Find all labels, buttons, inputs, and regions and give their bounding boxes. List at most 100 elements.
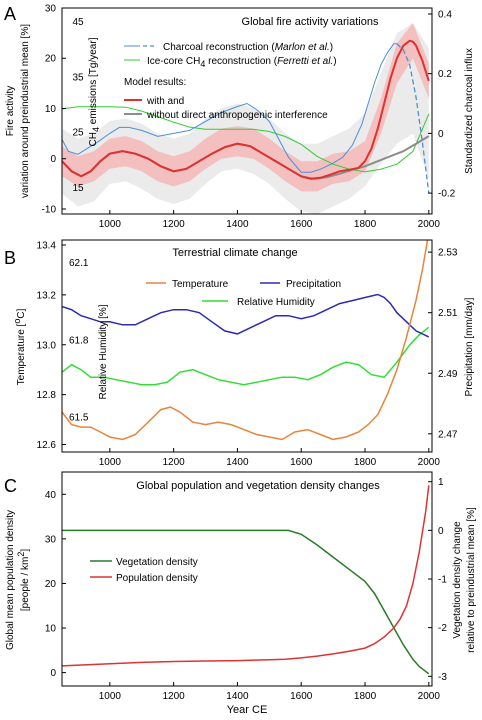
x-tick-label: 1000 xyxy=(99,457,122,468)
panel-c-ylabel-line1: Global mean population density xyxy=(5,510,16,650)
panel-b-letter: B xyxy=(4,248,16,268)
series-with-line xyxy=(61,39,430,180)
panel-b-series xyxy=(62,240,430,441)
x-tick-label: 2000 xyxy=(418,691,441,702)
panel-a-legend: Charcoal reconstruction (Marlon et al.) … xyxy=(124,42,337,121)
x-tick-label: 2000 xyxy=(418,457,441,468)
y-tick-label: 0 xyxy=(50,668,56,679)
panel-c-y2-ticks: -3 -2 -1 0 1 xyxy=(428,477,447,683)
legend-charcoal-label: Charcoal reconstruction (Marlon et al.) xyxy=(163,42,333,53)
panel-c-y2label-line1: Vegetation density change xyxy=(452,521,463,639)
x-tick-label: 1600 xyxy=(290,691,313,702)
y2-tick-label: 2.51 xyxy=(438,308,458,319)
panel-c-y2label-line2: relative to preindustrial mean [%] xyxy=(466,507,477,653)
panel-b-frame xyxy=(61,239,433,453)
y2-tick-label: 2.47 xyxy=(438,429,458,440)
x-tick-label: 1800 xyxy=(354,691,377,702)
legend-with-label: with and xyxy=(146,96,184,107)
panel-b-legend: Temperature Precipitation Relative Humid… xyxy=(146,279,341,308)
x-tick-label: 1400 xyxy=(226,457,249,468)
panel-a-y-ticks: -10 0 10 20 30 xyxy=(42,4,66,215)
x-tick-label: 1200 xyxy=(163,219,186,230)
y2-tick-label: 0 xyxy=(438,129,444,140)
legend-temperature-label: Temperature xyxy=(172,279,229,290)
y-tick-label: 13.0 xyxy=(37,340,57,351)
panel-c-xlabel: Year CE xyxy=(227,704,268,716)
y2-tick-label: 2.53 xyxy=(438,248,458,259)
legend-vegetation-label: Vegetation density xyxy=(116,557,198,568)
y2-tick-label: 0 xyxy=(438,526,444,537)
panel-b-humidity-ticks: 62.1 61.8 61.5 xyxy=(69,258,89,424)
panel-b-ylabel: Temperature [oC] xyxy=(12,308,27,385)
humidity-tick-label: 61.5 xyxy=(69,413,89,424)
panel-a-series xyxy=(61,39,430,194)
series-ch4-line xyxy=(61,106,430,173)
ch4-tick-label: 15 xyxy=(72,183,84,194)
panel-c-y-ticks: 0 10 20 30 40 xyxy=(45,490,66,679)
y-tick-label: 10 xyxy=(45,624,57,635)
series-population-line xyxy=(61,485,430,667)
series-charcoal-line xyxy=(61,43,397,173)
x-tick-label: 2000 xyxy=(418,219,441,230)
x-tick-label: 1800 xyxy=(354,457,377,468)
panel-c-x-ticks: 1000 1200 1400 1600 1800 2000 xyxy=(99,682,441,702)
y-tick-label: 12.8 xyxy=(37,390,57,401)
legend-humidity-label: Relative Humidity xyxy=(237,297,315,308)
panel-b-y-ticks: 12.6 12.8 13.0 13.2 13.4 xyxy=(37,240,66,451)
panel-b-humidity-label: Relative Humidity [%] xyxy=(98,304,109,399)
panel-c-ylabel-line2: [people / km2] xyxy=(16,549,31,612)
y2-tick-label: -1 xyxy=(438,575,447,586)
panel-a-x-ticks: 1000 1200 1400 1600 1800 2000 xyxy=(99,210,441,230)
series-precipitation-line xyxy=(62,293,430,338)
humidity-tick-label: 62.1 xyxy=(69,258,89,269)
series-humidity-line xyxy=(62,326,430,386)
x-tick-label: 1600 xyxy=(290,457,313,468)
panel-c-title: Global population and vegetation density… xyxy=(136,480,380,492)
y2-tick-label: -3 xyxy=(438,672,447,683)
legend-ch4-label: Ice-core CH4 reconstruction (Ferretti et… xyxy=(147,56,337,69)
panel-a-title: Global fire activity variations xyxy=(242,16,379,28)
y2-tick-label: 0.2 xyxy=(438,69,452,80)
panel-a-ylabel-line2: variation around preindustrial mean [%] xyxy=(20,24,31,198)
y-tick-label: 30 xyxy=(45,534,57,545)
x-tick-label: 1000 xyxy=(99,219,122,230)
x-tick-label: 1600 xyxy=(290,219,313,230)
y2-tick-label: -2 xyxy=(438,623,447,634)
panel-c-legend: Vegetation density Population density xyxy=(90,557,198,584)
panel-b-y2label: Precipitation [mm/day] xyxy=(464,297,475,396)
legend-without-label: without direct anthropogenic interferenc… xyxy=(146,110,328,121)
panel-b: B 1000 1200 1400 1600 1800 2000 12.6 12.8 13.0 1… xyxy=(4,239,475,468)
series-charcoal-projected-line xyxy=(396,43,430,194)
legend-population-label: Population density xyxy=(116,573,198,584)
y-tick-label: 0 xyxy=(50,154,56,165)
x-tick-label: 1200 xyxy=(163,457,186,468)
x-tick-label: 1200 xyxy=(163,691,186,702)
y-tick-label: 12.6 xyxy=(37,440,57,451)
panel-a-y2label: Standardized charcoal influx xyxy=(464,48,475,174)
panel-b-title: Terrestrial climate change xyxy=(172,247,297,259)
x-tick-label: 1400 xyxy=(226,219,249,230)
y2-tick-label: 1 xyxy=(438,477,444,488)
ch4-tick-label: 35 xyxy=(72,72,84,83)
y-tick-label: -10 xyxy=(42,204,57,215)
panel-b-y2-ticks: 2.47 2.49 2.51 2.53 xyxy=(428,248,458,440)
panel-a-frame xyxy=(61,7,433,215)
y-tick-label: 20 xyxy=(45,54,57,65)
panel-a-y2-ticks: -0.2 0 0.2 0.4 xyxy=(428,9,456,200)
panel-a-uncertainty-bands xyxy=(62,23,429,214)
y2-tick-label: 0.4 xyxy=(438,9,452,20)
panel-c-series xyxy=(61,485,430,675)
ch4-tick-label: 25 xyxy=(72,128,84,139)
band-with-anthropogenic xyxy=(62,23,429,192)
x-tick-label: 1000 xyxy=(99,691,122,702)
panel-a-letter: A xyxy=(4,4,16,24)
panel-a-ch4-label: CH4 emissions [Tg/year] xyxy=(88,37,101,146)
panel-a: A 1000 1200 1400 1600 1800 2000 -10 0 10 20 30 -0… xyxy=(4,4,475,231)
panel-a-ylabel-line1: Fire activity xyxy=(5,86,16,137)
y-tick-label: 20 xyxy=(45,579,57,590)
x-tick-label: 1800 xyxy=(354,219,377,230)
y-tick-label: 13.2 xyxy=(37,290,57,301)
ch4-tick-label: 45 xyxy=(72,17,84,28)
